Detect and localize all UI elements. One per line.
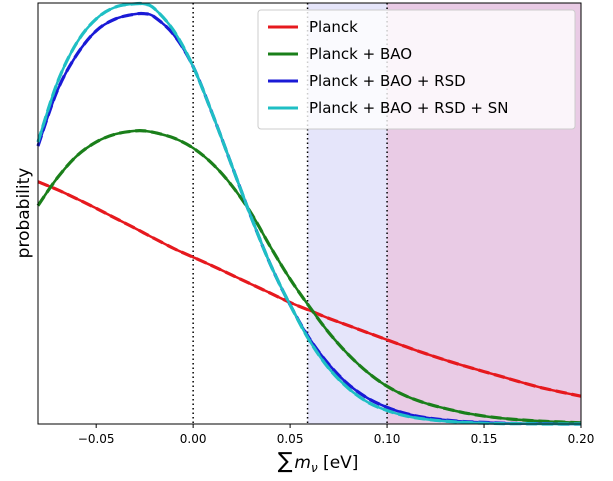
x-tick-label-3: 0.10 (374, 432, 401, 446)
series-dashed-line-0 (37, 180, 582, 398)
x-axis-label: ∑ mν [eV] (278, 449, 359, 475)
series-dashed-line-3 (36, 1, 581, 426)
x-tick-label-0: −0.05 (78, 432, 115, 446)
x-axis-label-sum: ∑ (278, 449, 293, 474)
x-tick-label-1: 0.00 (180, 432, 207, 446)
plot-frame (37, 2, 582, 425)
x-tick-label-5: 0.20 (568, 432, 595, 446)
legend-box (257, 9, 576, 130)
legend-label-0: Planck (309, 18, 358, 36)
legend: Planck Planck + BAO Planck + BAO + RSD Plan… (257, 9, 576, 130)
legend-label-3: Planck + BAO + RSD + SN (309, 99, 509, 117)
x-tick-label-2: 0.05 (277, 432, 304, 446)
x-tick-label-4: 0.15 (471, 432, 498, 446)
x-axis-label-sub: ν (311, 461, 318, 475)
x-axis-label-m: m (294, 453, 311, 473)
x-axis-label-unit: [eV] (318, 453, 359, 473)
x-axis-ticks: −0.05 0.00 0.05 0.10 0.15 0.20 (78, 424, 595, 446)
series-dashed-line-1 (36, 129, 582, 425)
legend-label-1: Planck + BAO (309, 45, 412, 63)
legend-label-2: Planck + BAO + RSD (309, 72, 466, 90)
y-axis-label: probability (14, 168, 34, 259)
series-lines (36, 1, 582, 426)
